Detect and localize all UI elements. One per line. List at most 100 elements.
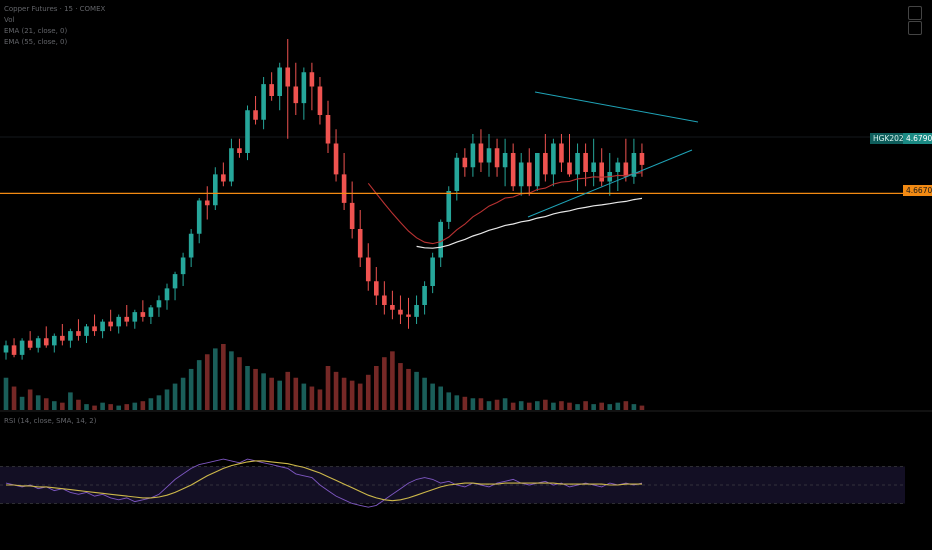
candle-body — [470, 143, 476, 168]
candle-body — [446, 191, 452, 222]
candle-body — [301, 72, 307, 104]
ema-layer — [367, 172, 643, 249]
candle-body — [148, 307, 154, 317]
ema-slow-line — [416, 197, 643, 249]
volume-bar — [188, 368, 194, 410]
volume-bar — [422, 377, 427, 410]
trendline-layer — [0, 91, 905, 218]
volume-bar — [19, 396, 25, 410]
volume-bar — [164, 389, 170, 410]
candle-body — [518, 162, 524, 187]
volume-bar — [551, 402, 556, 410]
volume-bar — [365, 374, 371, 410]
candle-body — [11, 345, 17, 355]
candle-body — [462, 157, 468, 168]
candle-body — [502, 153, 508, 168]
volume-bar — [277, 380, 282, 410]
candle-body — [615, 162, 621, 172]
volume-bar — [502, 398, 508, 410]
volume-bar — [11, 386, 17, 410]
candle-body — [245, 110, 250, 153]
candle-body — [567, 162, 572, 175]
volume-bar — [229, 351, 234, 410]
candle-body — [559, 143, 564, 163]
candle-body — [583, 153, 588, 172]
volume-bar — [390, 351, 395, 410]
volume-bar — [357, 383, 363, 410]
candle-body — [631, 153, 637, 177]
volume-bar — [510, 402, 516, 410]
volume-bar — [623, 401, 629, 410]
volume-bar — [406, 368, 411, 410]
volume-bar — [494, 399, 500, 410]
volume-bar — [430, 383, 435, 410]
candle-body — [374, 281, 379, 296]
candle-body — [543, 153, 548, 175]
volume-bar — [341, 377, 347, 410]
rsi-layer — [5, 458, 643, 508]
candle-body — [494, 148, 500, 168]
scale-toggle-button[interactable] — [908, 6, 922, 20]
volume-bar — [615, 402, 621, 410]
candle-body — [422, 286, 427, 305]
candle-body — [229, 148, 234, 182]
volume-bar — [237, 357, 242, 410]
candle-body — [341, 174, 347, 203]
volume-bar — [349, 380, 355, 410]
volume-bar — [35, 395, 41, 410]
volume-bar — [535, 401, 540, 410]
legend-ema-slow: EMA (55, close, 0) — [4, 38, 68, 46]
volume-bar — [43, 398, 49, 410]
candle-body — [269, 84, 274, 96]
candle-body — [526, 162, 532, 187]
volume-bar — [543, 399, 548, 410]
volume-bar — [204, 354, 210, 410]
candle-body — [406, 314, 411, 317]
candle-body — [430, 257, 435, 286]
volume-bar — [253, 368, 258, 410]
volume-bar — [132, 402, 138, 410]
candle-body — [382, 295, 387, 305]
volume-bar — [631, 404, 637, 410]
volume-bar — [599, 402, 604, 410]
legend-ema-fast: EMA (21, close, 0) — [4, 27, 68, 35]
volume-bar — [116, 405, 121, 410]
candle-body — [237, 148, 242, 153]
candle-body — [357, 229, 363, 258]
candle-body — [438, 221, 443, 258]
candle-body — [221, 174, 226, 182]
volume-bar — [76, 399, 81, 410]
candle-body — [52, 335, 57, 346]
volume-bar — [68, 392, 73, 410]
settings-button[interactable] — [908, 21, 922, 35]
volume-bar — [591, 404, 596, 410]
candle-body — [68, 331, 73, 341]
volume-bar — [60, 402, 65, 410]
volume-bar — [261, 373, 266, 410]
candle-body — [164, 288, 170, 301]
volume-bar — [156, 395, 162, 410]
candle-body — [414, 305, 419, 317]
volume-bar — [462, 396, 468, 410]
candle-body — [60, 335, 65, 341]
candle-body — [535, 153, 540, 187]
candle-body — [124, 316, 130, 322]
volume-bar — [398, 363, 403, 410]
candle-body — [591, 162, 596, 172]
candle-body — [19, 340, 25, 355]
volume-bar — [301, 383, 307, 410]
volume-bar — [526, 402, 532, 410]
volume-bar — [221, 344, 226, 410]
volume-bar — [575, 404, 580, 410]
candle-body — [478, 143, 484, 163]
volume-bar — [100, 402, 105, 410]
upper-trendline — [534, 91, 699, 123]
volume-bar — [446, 392, 452, 410]
volume-bar — [317, 389, 323, 410]
candle-body — [293, 86, 299, 104]
candle-body — [132, 312, 138, 322]
rsi-legend: RSI (14, close, SMA, 14, 2) — [4, 417, 97, 425]
candle-body — [156, 300, 162, 308]
candle-body — [309, 72, 315, 87]
